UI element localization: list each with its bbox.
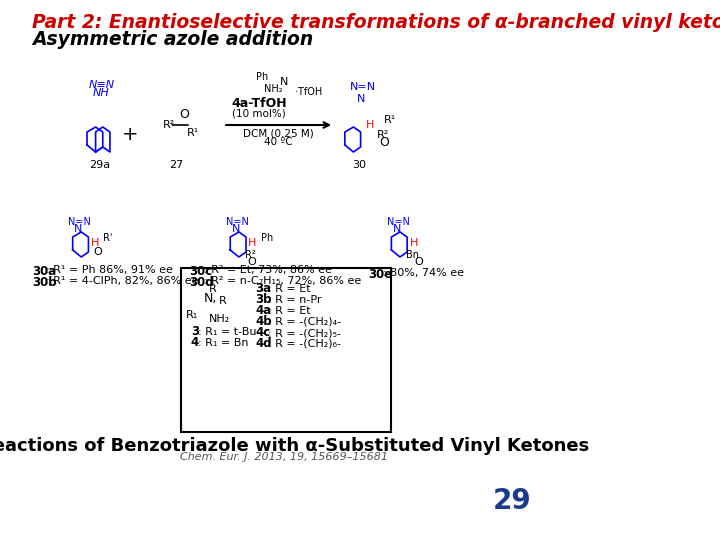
Text: 30c: 30c	[189, 265, 212, 278]
Text: 4: 4	[191, 336, 199, 349]
Text: 4a-TfOH: 4a-TfOH	[231, 97, 287, 110]
Text: 30e: 30e	[369, 268, 392, 281]
Text: Chem. Eur. J. 2013, 19, 15669–15681: Chem. Eur. J. 2013, 19, 15669–15681	[180, 452, 388, 462]
Text: 3b: 3b	[256, 293, 272, 306]
Text: (10 mol%): (10 mol%)	[232, 109, 286, 119]
Text: : R = Et: : R = Et	[269, 306, 311, 316]
Text: R: R	[219, 296, 227, 306]
Text: 40 ºC: 40 ºC	[264, 137, 292, 147]
Text: : R¹ = Ph 86%, 91% ee: : R¹ = Ph 86%, 91% ee	[46, 265, 173, 275]
Text: 4b: 4b	[256, 315, 272, 328]
Text: O: O	[379, 136, 390, 148]
Text: H: H	[410, 238, 418, 248]
Text: N=N: N=N	[350, 82, 376, 92]
Text: : R₁ = t-Bu: : R₁ = t-Bu	[198, 327, 256, 337]
Text: Ph: Ph	[256, 72, 269, 82]
Text: R¹: R¹	[187, 128, 199, 138]
Text: : R¹ = 4-ClPh, 82%, 86% ee: : R¹ = 4-ClPh, 82%, 86% ee	[46, 276, 199, 286]
Text: N: N	[357, 94, 366, 104]
Text: H: H	[248, 238, 256, 248]
Text: N=N: N=N	[226, 217, 249, 227]
Text: O: O	[94, 247, 102, 257]
Text: 4d: 4d	[256, 337, 272, 350]
Text: R²: R²	[377, 130, 390, 140]
Text: : R = Et: : R = Et	[269, 284, 311, 294]
Text: NH₂: NH₂	[209, 314, 230, 324]
Text: H: H	[366, 120, 374, 130]
Text: N: N	[393, 224, 401, 234]
Text: R¹: R¹	[384, 115, 397, 125]
Text: 30d: 30d	[189, 276, 214, 289]
Text: H: H	[91, 238, 99, 248]
Text: R²: R²	[245, 250, 256, 260]
Text: R': R'	[104, 233, 113, 243]
Text: 30a: 30a	[32, 265, 56, 278]
Text: O: O	[248, 257, 256, 267]
Text: N,: N,	[204, 292, 217, 305]
Text: : R² = n-C₇H₁₅, 72%, 86% ee: : R² = n-C₇H₁₅, 72%, 86% ee	[204, 276, 361, 286]
Text: 27: 27	[169, 160, 184, 170]
Text: N: N	[74, 224, 83, 234]
Text: N: N	[280, 77, 288, 87]
Text: Ph: Ph	[261, 233, 274, 243]
Text: ·TfOH: ·TfOH	[294, 87, 322, 97]
Text: : R₁ = Bn: : R₁ = Bn	[198, 338, 248, 348]
Text: O: O	[414, 257, 423, 267]
Text: 4c: 4c	[256, 326, 271, 339]
Text: : R = -(CH₂)₄-: : R = -(CH₂)₄-	[269, 317, 341, 327]
Text: R: R	[209, 284, 216, 294]
Text: NH: NH	[93, 88, 109, 98]
Text: O: O	[179, 109, 189, 122]
Text: N≡N: N≡N	[89, 80, 114, 90]
Text: : R = -(CH₂)₅-: : R = -(CH₂)₅-	[269, 328, 341, 338]
Text: DCM (0.25 M): DCM (0.25 M)	[243, 128, 314, 138]
Text: : R = n-Pr: : R = n-Pr	[269, 295, 322, 305]
Text: 29a: 29a	[89, 160, 110, 170]
Text: 30: 30	[352, 160, 366, 170]
Text: Part 2: Enantioselective transformations of α-branched vinyl ketones: Part 2: Enantioselective transformations…	[32, 13, 720, 32]
Text: R₁: R₁	[186, 310, 198, 320]
Text: N=N: N=N	[68, 217, 91, 227]
Text: +: +	[122, 125, 138, 145]
Text: 29: 29	[492, 487, 531, 515]
Text: N: N	[232, 224, 240, 234]
Text: Reactions of Benzotriazole with α-Substituted Vinyl Ketones: Reactions of Benzotriazole with α-Substi…	[0, 437, 589, 455]
Text: 3a: 3a	[256, 282, 271, 295]
Text: : R = -(CH₂)₆-: : R = -(CH₂)₆-	[269, 339, 341, 349]
Text: NH₂: NH₂	[264, 84, 282, 94]
Text: 30b: 30b	[32, 276, 56, 289]
Text: Bn: Bn	[405, 250, 419, 260]
FancyBboxPatch shape	[181, 268, 392, 432]
Text: : R² = Et, 73%, 86% ee: : R² = Et, 73%, 86% ee	[204, 265, 332, 275]
Text: 4a: 4a	[256, 304, 271, 317]
Text: : 80%, 74% ee: : 80%, 74% ee	[383, 268, 464, 278]
Text: Asymmetric azole addition: Asymmetric azole addition	[32, 30, 313, 49]
Text: N=N: N=N	[387, 217, 410, 227]
Text: 3: 3	[191, 325, 199, 338]
Text: R²: R²	[163, 120, 176, 130]
